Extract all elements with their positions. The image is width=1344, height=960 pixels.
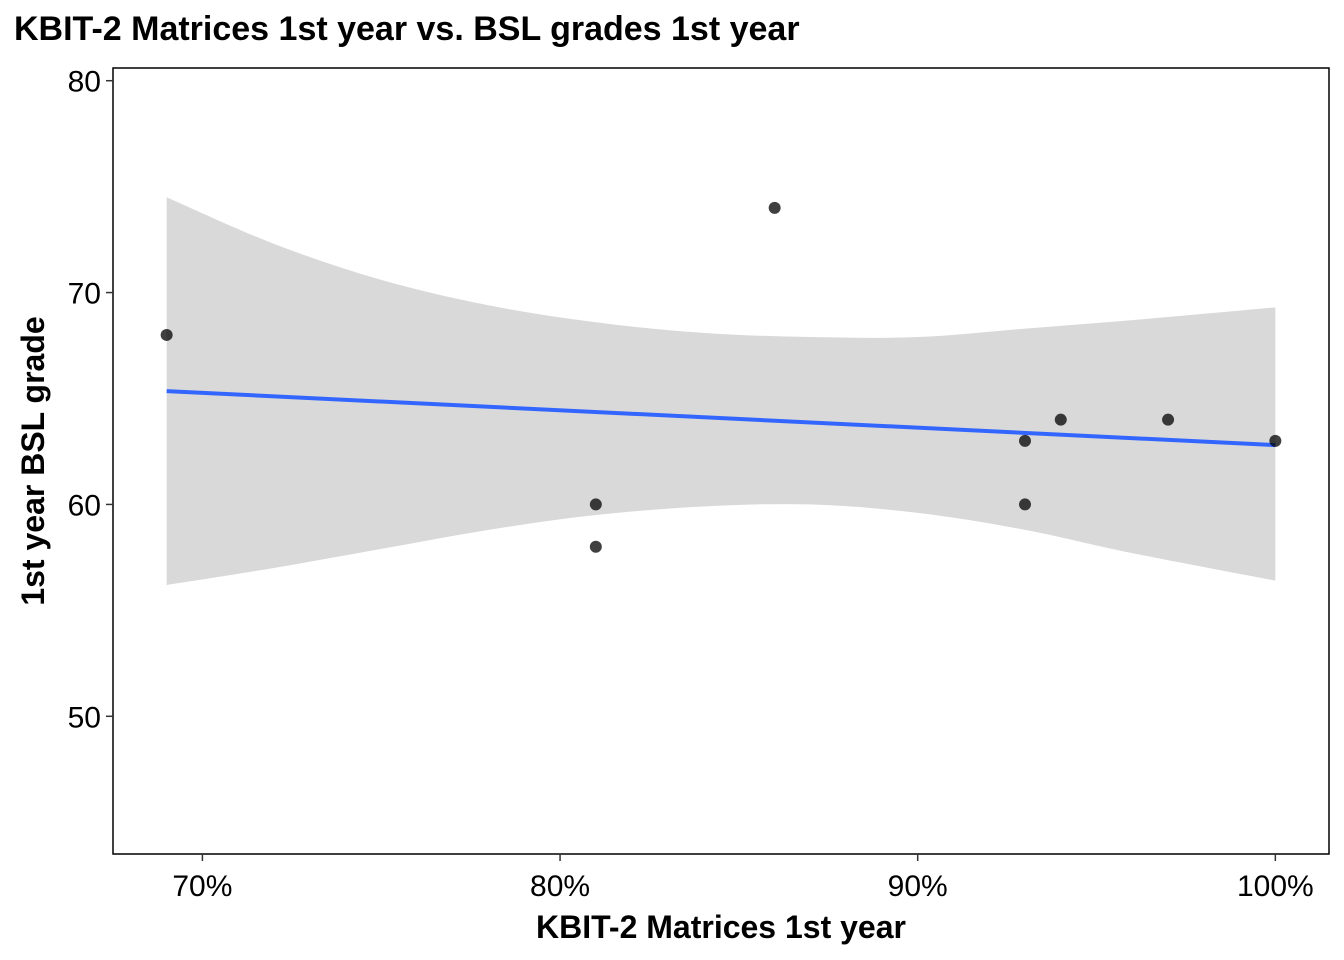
- data-point: [589, 540, 602, 553]
- data-points-layer: [160, 201, 1282, 553]
- x-tick-label: 80%: [530, 870, 590, 903]
- data-point: [1269, 434, 1282, 447]
- x-tick-label: 70%: [172, 870, 232, 903]
- y-axis: 50 60 70 80: [68, 66, 113, 734]
- y-axis-title: 1st year BSL grade: [15, 316, 51, 605]
- data-point: [589, 498, 602, 511]
- confidence-band-layer: [166, 197, 1276, 585]
- x-axis-title: KBIT-2 Matrices 1st year: [536, 909, 906, 945]
- y-tick-label: 80: [68, 66, 101, 99]
- data-point: [1162, 413, 1175, 426]
- data-point: [1054, 413, 1067, 426]
- data-point: [1019, 434, 1031, 447]
- confidence-band: [166, 197, 1276, 585]
- plot-panel-border: [112, 67, 1330, 855]
- x-axis: 70% 80% 90% 100%: [172, 854, 1314, 903]
- trend-line-layer: [166, 389, 1276, 448]
- y-tick-label: 60: [68, 489, 101, 522]
- chart-title: KBIT-2 Matrices 1st year vs. BSL grades …: [14, 10, 800, 48]
- data-point: [768, 201, 781, 214]
- y-tick-label: 70: [68, 278, 101, 311]
- trend-line: [166, 389, 1276, 448]
- data-point: [1019, 498, 1031, 511]
- y-tick-label: 50: [68, 701, 101, 734]
- x-tick-label: 90%: [888, 870, 948, 903]
- data-point: [160, 328, 173, 341]
- x-tick-label: 100%: [1237, 870, 1314, 903]
